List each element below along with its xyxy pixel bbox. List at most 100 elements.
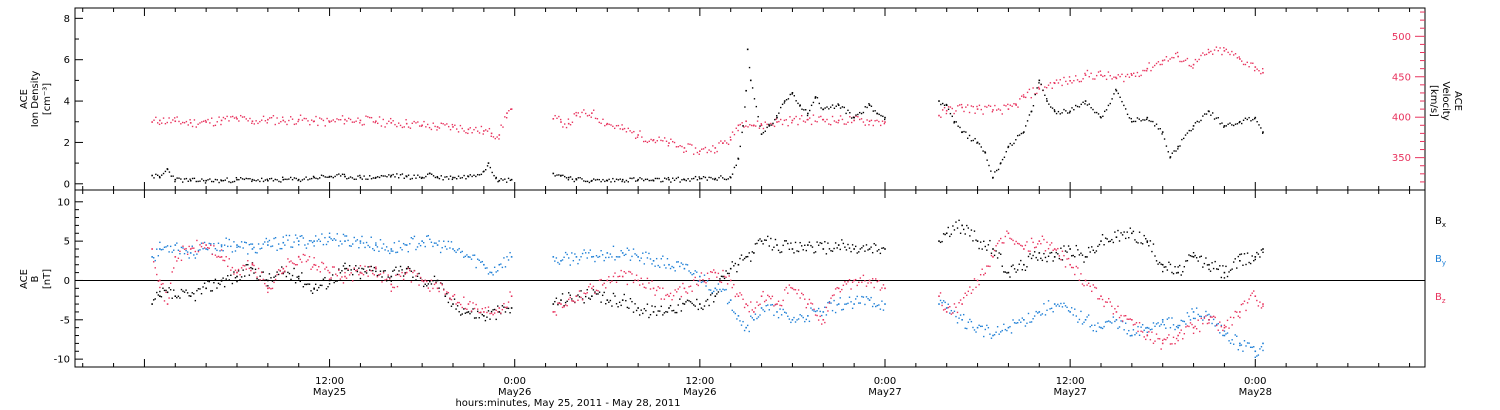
Bx-point: [757, 239, 760, 242]
velocity-point: [652, 139, 655, 141]
density-point: [845, 112, 847, 115]
velocity-point: [586, 115, 589, 117]
Bx-point: [473, 317, 476, 319]
Bz-point: [248, 267, 251, 270]
Bz-point: [837, 287, 840, 290]
velocity-point: [202, 120, 205, 122]
Bx-point: [709, 294, 712, 296]
Bz-point: [426, 280, 428, 283]
By-point: [1240, 344, 1243, 346]
velocity-point: [874, 120, 876, 122]
density-point: [637, 178, 639, 181]
density-point: [1046, 100, 1048, 102]
Bx-point: [805, 249, 808, 252]
velocity-point: [755, 125, 757, 127]
density-point: [253, 179, 255, 181]
Bx-point: [1026, 266, 1028, 268]
By-point: [1140, 326, 1142, 328]
density-point: [1134, 120, 1137, 123]
By-point: [310, 240, 312, 242]
velocity-point: [1153, 64, 1156, 67]
By-point: [375, 242, 377, 244]
velocity-point: [1229, 53, 1231, 56]
Bx-point: [1095, 250, 1098, 252]
velocity-point: [876, 119, 878, 122]
velocity-point: [299, 114, 302, 116]
density-point: [346, 178, 348, 180]
x-tick-time-label: 12:00: [685, 376, 714, 387]
Bz-point: [629, 271, 632, 273]
By-point: [1016, 322, 1019, 324]
By-point: [706, 280, 709, 282]
Bx-point: [210, 290, 212, 292]
density-point: [822, 108, 825, 111]
density-point: [1086, 104, 1089, 106]
By-point: [186, 251, 189, 253]
By-point: [359, 240, 362, 242]
density-point: [710, 176, 712, 179]
velocity-point: [270, 117, 273, 119]
velocity-point: [800, 115, 803, 117]
Bz-point: [705, 282, 707, 284]
Bx-point: [291, 274, 294, 277]
Bz-point: [1140, 330, 1142, 332]
By-point: [861, 295, 863, 298]
By-point: [949, 312, 951, 314]
Bx-point: [552, 303, 555, 305]
density-point: [689, 180, 691, 182]
Bx-point: [566, 300, 568, 303]
velocity-point: [963, 110, 965, 113]
Bz-point: [785, 286, 787, 289]
Bx-point: [1131, 232, 1133, 235]
Bz-point: [601, 284, 604, 286]
Bx-point: [813, 252, 815, 254]
velocity-point: [1188, 64, 1190, 67]
Bx-point: [990, 252, 993, 254]
Bz-point: [372, 272, 374, 275]
velocity-point: [420, 125, 423, 127]
Bx-point: [299, 280, 301, 283]
density-point: [855, 114, 857, 116]
density-point: [660, 181, 662, 183]
density-point: [341, 173, 344, 175]
Bz-point: [432, 287, 434, 290]
By-point: [282, 241, 285, 244]
By-point: [305, 247, 308, 249]
velocity-point: [750, 124, 753, 127]
By-point: [348, 245, 351, 247]
Bz-point: [878, 279, 880, 282]
density-point: [326, 176, 328, 178]
Bz-point: [1199, 330, 1201, 333]
velocity-point: [409, 127, 412, 129]
Bx-point: [1216, 268, 1218, 270]
By-point: [353, 236, 355, 239]
Bx-point: [816, 241, 818, 243]
Bz-point: [460, 303, 462, 306]
velocity-point: [1242, 63, 1245, 66]
Bz-point: [784, 289, 786, 291]
Bz-point: [236, 271, 238, 274]
Bx-point: [958, 219, 960, 222]
Bz-point: [497, 311, 499, 313]
velocity-point: [593, 109, 595, 111]
Bz-point: [322, 262, 325, 265]
velocity-point: [220, 123, 222, 126]
velocity-point: [505, 117, 508, 119]
velocity-point: [857, 115, 859, 118]
Bz-point: [827, 310, 829, 312]
Bx-point: [330, 279, 332, 281]
Bx-point: [385, 280, 388, 282]
density-point: [249, 177, 251, 180]
velocity-point: [615, 125, 618, 127]
density-point: [386, 176, 388, 178]
Bz-point: [1128, 318, 1130, 321]
density-point: [558, 174, 560, 176]
By-point: [1094, 324, 1096, 326]
velocity-point: [284, 121, 286, 123]
density-point: [980, 146, 982, 148]
Bx-point: [318, 286, 320, 289]
Bx-point: [876, 250, 878, 252]
Bz-point: [1117, 305, 1119, 308]
By-point: [1200, 315, 1202, 318]
velocity-point: [862, 121, 865, 123]
